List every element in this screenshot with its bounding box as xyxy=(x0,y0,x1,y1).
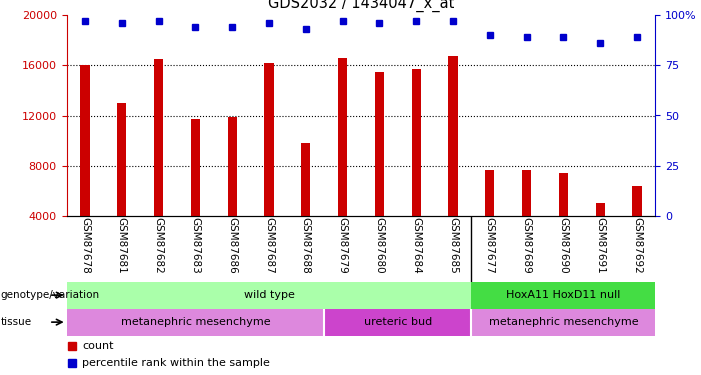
Text: GSM87690: GSM87690 xyxy=(559,217,569,274)
Bar xyxy=(81,65,90,216)
Text: tissue: tissue xyxy=(1,317,32,327)
Text: GSM87691: GSM87691 xyxy=(595,217,605,274)
Text: metanephric mesenchyme: metanephric mesenchyme xyxy=(121,317,270,327)
Text: HoxA11 HoxD11 null: HoxA11 HoxD11 null xyxy=(506,290,620,300)
Text: GSM87682: GSM87682 xyxy=(154,217,163,274)
Bar xyxy=(191,119,200,216)
Bar xyxy=(154,59,163,216)
Text: GSM87686: GSM87686 xyxy=(227,217,237,274)
Text: GSM87688: GSM87688 xyxy=(301,217,311,274)
Text: GSM87680: GSM87680 xyxy=(374,217,384,274)
Text: ureteric bud: ureteric bud xyxy=(364,317,432,327)
Bar xyxy=(324,309,471,336)
Bar xyxy=(485,170,494,216)
Text: genotype/variation: genotype/variation xyxy=(1,290,100,300)
Text: percentile rank within the sample: percentile rank within the sample xyxy=(83,358,271,368)
Bar xyxy=(301,143,311,216)
Bar xyxy=(67,282,471,309)
Text: GSM87681: GSM87681 xyxy=(117,217,127,274)
Bar xyxy=(67,309,324,336)
Bar xyxy=(522,170,531,216)
Text: GSM87684: GSM87684 xyxy=(411,217,421,274)
Text: GSM87678: GSM87678 xyxy=(80,217,90,274)
Text: GSM87677: GSM87677 xyxy=(485,217,495,274)
Text: GSM87683: GSM87683 xyxy=(191,217,200,274)
Bar xyxy=(338,58,347,216)
Text: count: count xyxy=(83,341,114,351)
Bar xyxy=(264,63,273,216)
Bar xyxy=(375,72,384,216)
Bar xyxy=(228,117,237,216)
Text: wild type: wild type xyxy=(243,290,294,300)
Bar xyxy=(632,186,641,216)
Text: GSM87692: GSM87692 xyxy=(632,217,642,274)
Bar xyxy=(471,282,655,309)
Text: GSM87685: GSM87685 xyxy=(448,217,458,274)
Bar xyxy=(471,309,655,336)
Text: GSM87687: GSM87687 xyxy=(264,217,274,274)
Text: GSM87689: GSM87689 xyxy=(522,217,531,274)
Text: GSM87679: GSM87679 xyxy=(338,217,348,274)
Bar xyxy=(596,203,605,216)
Title: GDS2032 / 1434047_x_at: GDS2032 / 1434047_x_at xyxy=(268,0,454,12)
Text: metanephric mesenchyme: metanephric mesenchyme xyxy=(489,317,638,327)
Bar xyxy=(559,173,568,216)
Bar xyxy=(117,103,126,216)
Bar xyxy=(411,69,421,216)
Bar xyxy=(449,57,458,216)
